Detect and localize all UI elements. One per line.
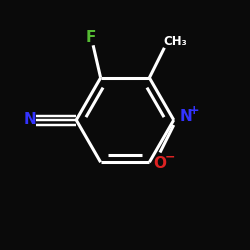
Text: O: O [154,156,166,171]
Text: −: − [165,150,175,163]
Text: N: N [24,112,36,128]
Text: CH₃: CH₃ [164,35,188,48]
Text: N: N [180,109,192,124]
Text: +: + [189,104,200,117]
Text: F: F [86,30,96,44]
